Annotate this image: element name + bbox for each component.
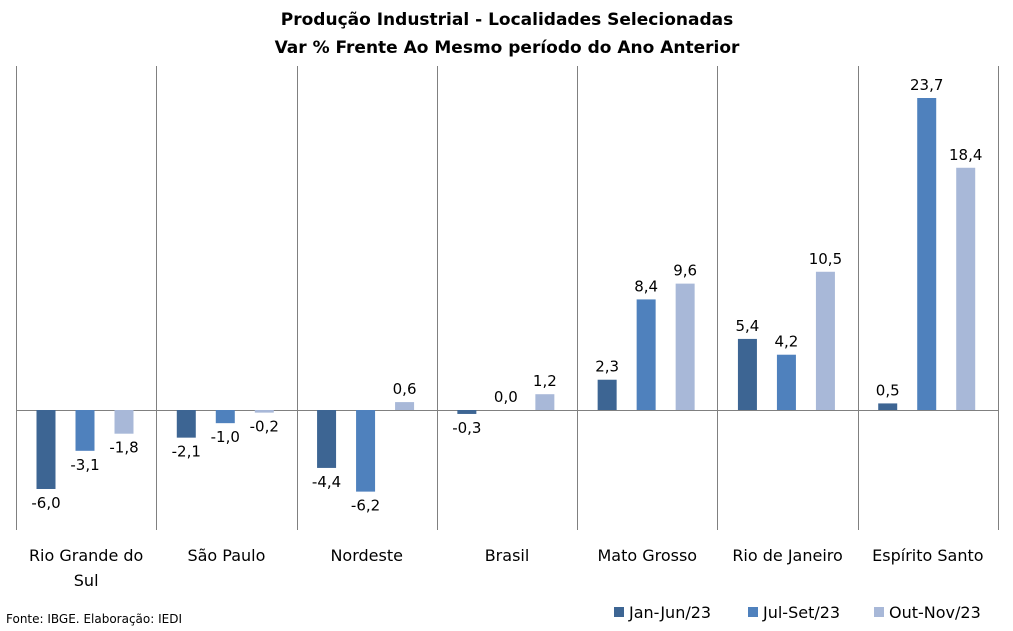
bars-group (36, 98, 976, 492)
legend-swatch (748, 607, 758, 617)
data-labels-group: -6,0 -2,1 -4,4 -0,3 2,3 5,4 0,5 -3,1 -1,0 -6,2 0,0… (31, 76, 982, 515)
bar (317, 410, 337, 468)
bar (815, 271, 835, 410)
data-label: -2,1 (172, 443, 201, 461)
data-label: 0,5 (876, 381, 900, 399)
data-label: 1,2 (533, 372, 557, 390)
data-label: 10,5 (809, 250, 842, 268)
category-label: São Paulo (187, 546, 265, 565)
data-label: 0,6 (393, 380, 417, 398)
bar (254, 410, 274, 413)
legend-entry: Jan-Jun/23 (628, 603, 711, 622)
category-label: Sul (74, 571, 99, 590)
legend-swatch (614, 607, 624, 617)
data-label: 23,7 (910, 76, 943, 94)
data-label: -0,3 (452, 419, 481, 437)
bar (917, 98, 937, 410)
bar (636, 299, 656, 410)
bar (114, 410, 134, 434)
bar (535, 394, 555, 410)
bar (75, 410, 95, 451)
source-note: Fonte: IBGE. Elaboração: IEDI (6, 612, 182, 626)
data-label: -3,1 (70, 456, 99, 474)
legend-entry: Jul-Set/23 (762, 603, 840, 622)
bar (956, 167, 976, 410)
bar (215, 410, 235, 424)
data-label: 4,2 (774, 333, 798, 351)
category-labels-group: Rio Grande do Sul São Paulo Nordeste Brasil M… (29, 546, 984, 590)
category-label: Nordeste (330, 546, 403, 565)
data-label: 5,4 (735, 317, 759, 335)
bar (675, 283, 695, 410)
legend-swatch (874, 607, 884, 617)
data-label: -6,2 (351, 497, 380, 515)
category-label: Rio de Janeiro (732, 546, 843, 565)
bar (597, 379, 617, 410)
legend-entry: Out-Nov/23 (889, 603, 981, 622)
data-label: -6,0 (31, 494, 60, 512)
data-label: -1,8 (109, 439, 138, 457)
category-label: Rio Grande do (29, 546, 143, 565)
category-label: Espírito Santo (872, 546, 983, 565)
data-label: -4,4 (312, 473, 341, 491)
data-label: 0,0 (494, 388, 518, 406)
data-label: 18,4 (949, 146, 982, 164)
legend: Jan-Jun/23 Jul-Set/23 Out-Nov/23 (614, 603, 981, 622)
bar (457, 410, 477, 414)
data-label: -0,2 (250, 418, 279, 436)
data-label: 9,6 (673, 262, 697, 280)
category-dividers (16, 66, 999, 530)
bar (878, 403, 898, 410)
data-label: -1,0 (211, 428, 240, 446)
data-label: 8,4 (634, 277, 658, 295)
bar (737, 338, 757, 410)
chart-subtitle: Var % Frente Ao Mesmo período do Ano Ant… (275, 38, 740, 58)
chart-title: Produção Industrial - Localidades Seleci… (281, 10, 733, 30)
bar (356, 410, 376, 492)
bar (395, 402, 415, 410)
data-label: 2,3 (595, 358, 619, 376)
category-label: Mato Grosso (597, 546, 697, 565)
bar (776, 354, 796, 410)
bar (36, 410, 56, 489)
bar (176, 410, 196, 438)
category-label: Brasil (485, 546, 530, 565)
